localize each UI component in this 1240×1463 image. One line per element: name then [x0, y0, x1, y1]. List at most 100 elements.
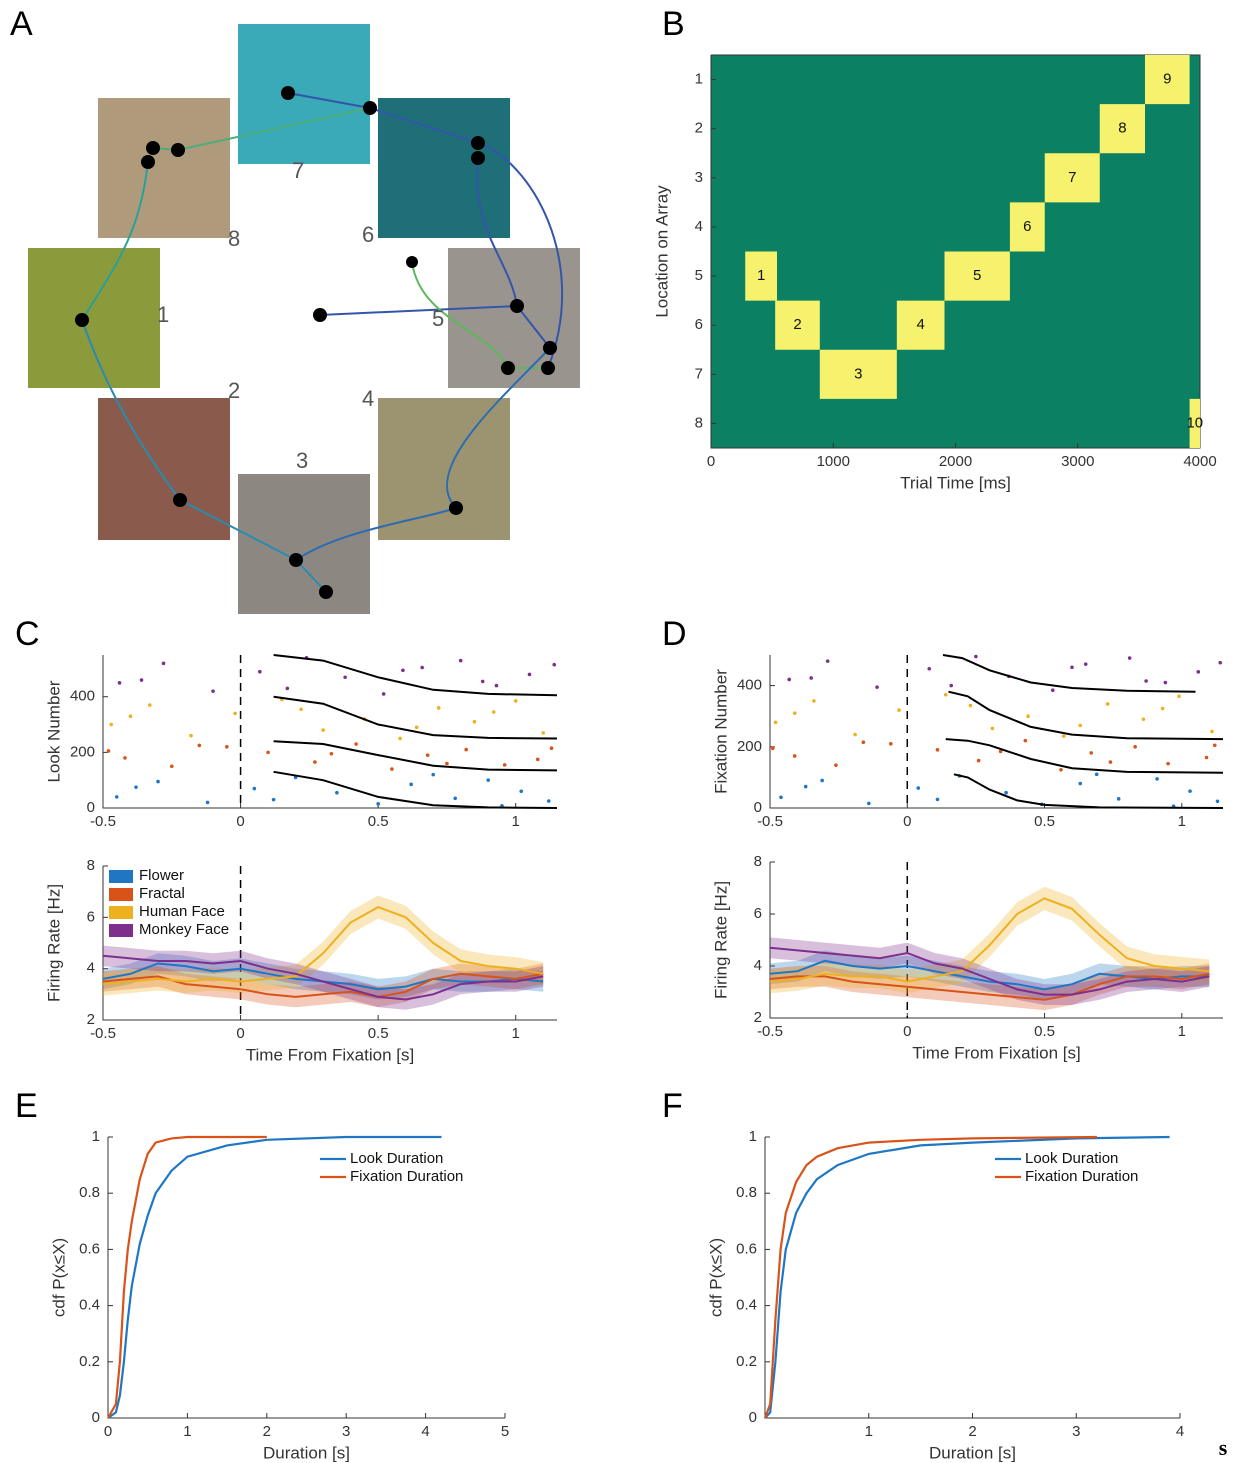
- y-axis-label: cdf P(x≤X): [706, 1238, 725, 1317]
- segment-label: 9: [1163, 71, 1171, 88]
- y-tick-label: 400: [737, 677, 762, 694]
- rate-line: [769, 972, 1210, 1001]
- fixation-dots: [75, 86, 557, 599]
- spike-dot: [1166, 761, 1170, 766]
- spike-dot: [211, 689, 215, 693]
- y-tick-label: 1: [92, 1128, 100, 1145]
- spike-dot: [935, 797, 940, 802]
- y-tick-label: 8: [754, 853, 762, 870]
- spike-dot: [976, 758, 981, 763]
- x-tick-label: 5: [501, 1423, 509, 1440]
- spike-dot: [787, 677, 792, 682]
- fixation-dot: [471, 151, 485, 165]
- spike-dot: [519, 789, 524, 794]
- x-tick-label: 1: [183, 1423, 191, 1440]
- monkey-image: [378, 398, 510, 540]
- spike-dot: [943, 692, 948, 697]
- sorted-duration-curve: [948, 690, 1224, 741]
- spike-dot: [205, 800, 210, 805]
- legend-label: Fractal: [139, 885, 185, 902]
- panel-label: F: [662, 1087, 683, 1125]
- spike-dot: [1004, 790, 1008, 795]
- x-tick-label: 4: [421, 1423, 429, 1440]
- spike-dot: [1116, 797, 1121, 801]
- y-tick-label: 200: [70, 743, 95, 760]
- spike-dot: [861, 740, 866, 745]
- spike-dot: [313, 760, 317, 764]
- spike-dot: [329, 751, 334, 756]
- segment: [1189, 398, 1200, 448]
- fixation-dot: [406, 256, 418, 268]
- rate-line: [102, 906, 544, 986]
- rate-line: [769, 897, 1210, 983]
- y-tick-label: 1: [749, 1128, 757, 1145]
- y-axis-label: Fixation Number: [711, 669, 730, 794]
- segment: [944, 251, 1010, 301]
- chart: 0 1 2 3 4 5 0 0.2 0.4 0.6 0.8 1 Duration [s] cdf P(x≤…: [49, 1128, 509, 1463]
- x-axis-label: Trial Time [ms]: [900, 473, 1011, 492]
- fractal-image: [238, 24, 370, 164]
- x-tick-label: 1: [865, 1423, 873, 1440]
- array-diagram: 1 2 3 4 5 6 7 8: [28, 24, 580, 614]
- spike-dot: [233, 711, 237, 716]
- y-tick-label: 0.8: [79, 1184, 100, 1201]
- x-tick-label: 1: [1178, 1023, 1186, 1040]
- spike-dot: [1108, 760, 1113, 764]
- spike-dot: [1089, 751, 1094, 755]
- spike-dot: [889, 741, 893, 746]
- spike-dot: [1218, 660, 1223, 665]
- y-tick-label: 400: [70, 688, 95, 705]
- y-axis-label: Firing Rate [Hz]: [44, 884, 63, 1002]
- x-tick-label: 1: [512, 1025, 520, 1042]
- chart: -0.5 0 0.5 1 2 4 6 8 Time From Fixation [s] Firin…: [44, 857, 557, 1064]
- spike-dot: [809, 676, 813, 680]
- spike-dot: [321, 728, 325, 732]
- spike-dot: [552, 662, 557, 667]
- spike-dot: [1083, 662, 1088, 666]
- segment-label: 6: [1023, 218, 1031, 235]
- spike-dot: [1163, 680, 1168, 685]
- sorted-duration-curve: [945, 738, 1224, 774]
- location-label: 5: [432, 306, 444, 331]
- fixation-dot: [363, 101, 377, 115]
- spike-dot: [436, 706, 441, 710]
- panel-letters: A B C D E F: [10, 5, 687, 1125]
- axes: [102, 866, 557, 1021]
- location-label: 6: [362, 222, 374, 247]
- spike-dot: [494, 683, 499, 688]
- rate-line: [102, 954, 544, 1001]
- y-tick-label: 0.6: [79, 1240, 100, 1257]
- scan-path: [295, 507, 457, 561]
- x-tick-label: -0.5: [757, 1023, 783, 1040]
- error-band: [770, 950, 1210, 1000]
- fixation-dot: [471, 136, 485, 150]
- spike-dot: [285, 686, 290, 691]
- x-tick-label: 1: [1178, 813, 1186, 830]
- x-tick-label: 3: [342, 1423, 350, 1440]
- x-tick-label: 0.5: [1034, 813, 1055, 830]
- spike-dot: [381, 692, 386, 696]
- x-tick-label: 4000: [1183, 453, 1216, 470]
- legend-label: Human Face: [139, 903, 225, 920]
- spike-dot: [535, 757, 540, 762]
- spike-dot: [513, 699, 518, 703]
- sorted-duration-curve: [273, 695, 558, 740]
- spike-dot: [197, 743, 202, 748]
- y-tick-label: 0: [87, 799, 95, 816]
- fixation-dot: [173, 493, 187, 507]
- y-tick-label: 0.8: [736, 1184, 757, 1201]
- segment-label: 1: [757, 267, 765, 284]
- fixation-dot: [289, 553, 303, 567]
- spike-dot: [139, 678, 144, 682]
- spike-dot: [409, 782, 413, 787]
- spike-dot: [161, 661, 166, 666]
- spike-dot: [1105, 702, 1110, 706]
- chart: 0 1000 2000 3000 4000 1 2 3 4 5 6 7 8 Trial Time [ms]…: [652, 54, 1217, 492]
- x-tick-label: 2000: [939, 453, 972, 470]
- spike-dot: [147, 703, 152, 707]
- error-band: [103, 953, 544, 1000]
- y-tick-label: 6: [754, 905, 762, 922]
- spike-dot: [453, 796, 457, 801]
- spike-dot: [258, 669, 262, 674]
